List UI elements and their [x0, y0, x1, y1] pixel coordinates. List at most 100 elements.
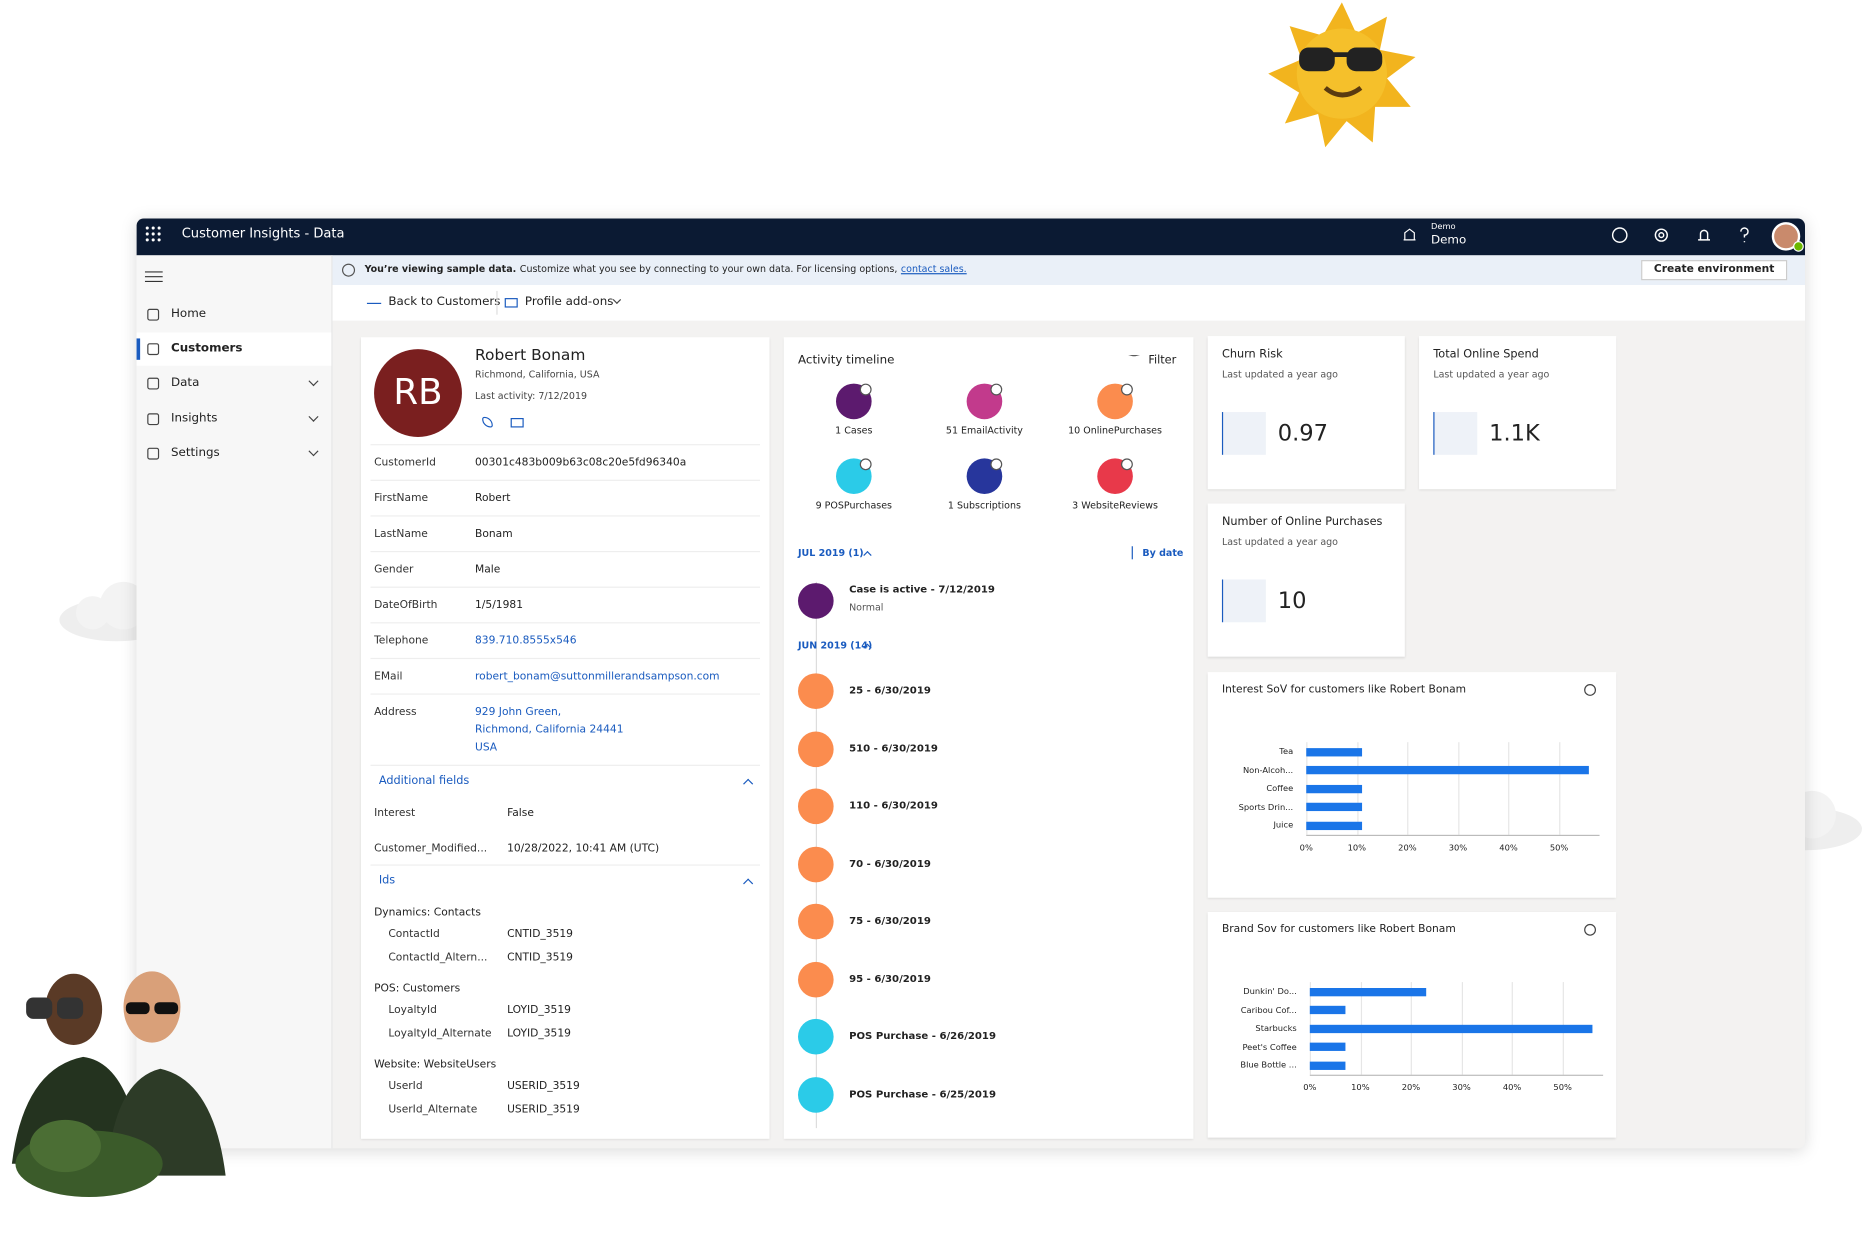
filter-icon — [1128, 355, 1140, 366]
x-tick-label: 30% — [1448, 843, 1468, 853]
timeline-group-label[interactable]: JUN 2019 (14) — [798, 640, 873, 651]
y-tick-label: Non-Alcoh... — [1242, 765, 1294, 775]
create-environment-button[interactable]: Create environment — [1641, 260, 1788, 281]
timeline-item-title: Case is active - 7/12/2019 — [849, 584, 995, 597]
field-label: Telephone — [374, 635, 429, 648]
nav-icon — [147, 343, 160, 356]
id-group: Website: WebsiteUsers — [374, 1059, 497, 1072]
chart-info-icon[interactable] — [1584, 923, 1596, 936]
banner-bold: You’re viewing sample data. — [364, 263, 517, 275]
field-label: Address — [374, 706, 417, 719]
bar — [1306, 784, 1362, 793]
field-value: Male — [475, 564, 501, 576]
y-tick-label: Caribou Cof... — [1240, 1005, 1297, 1015]
y-tick-label: Blue Bottle ... — [1240, 1060, 1297, 1070]
field-value: False — [507, 807, 534, 820]
phone-icon[interactable] — [482, 416, 493, 428]
timeline-item-title: 70 - 6/30/2019 — [849, 857, 931, 870]
timeline-item-title: 75 - 6/30/2019 — [849, 915, 931, 928]
timeline-group-label[interactable]: JUL 2019 (1) — [798, 547, 864, 559]
bar — [1306, 821, 1362, 830]
x-tick-label: 50% — [1549, 843, 1569, 853]
timeline-card — [783, 337, 1194, 1139]
bar — [1309, 1024, 1593, 1033]
timeline-item-icon — [798, 583, 834, 619]
sort-button[interactable]: By date — [1142, 547, 1184, 559]
field-divider — [370, 444, 760, 446]
section-header[interactable]: Additional fields — [378, 774, 470, 788]
kpi-icon — [1433, 412, 1478, 455]
app-title: Customer Insights - Data — [181, 225, 345, 242]
x-axis — [1309, 1074, 1604, 1076]
timeline-item-icon — [798, 788, 834, 825]
x-tick-label: 0% — [1303, 1083, 1317, 1093]
nav-item[interactable]: Data — [171, 376, 200, 390]
kpi-updated: Last updated a year ago — [1433, 369, 1550, 380]
section-divider — [370, 864, 760, 866]
field-value: USERID_3519 — [507, 1104, 580, 1117]
field-label: LoyaltyId_Alternate — [388, 1028, 492, 1041]
timeline-item-icon — [798, 730, 834, 767]
nav-icon — [147, 377, 160, 390]
nav-item[interactable]: Customers — [171, 342, 243, 356]
back-button[interactable]: Back to Customers — [388, 295, 501, 309]
hamburger-icon[interactable] — [144, 271, 164, 283]
field-value[interactable]: Richmond, California 24441 — [475, 724, 624, 737]
field-value: Robert — [475, 492, 511, 505]
app-launcher-icon[interactable] — [145, 226, 162, 243]
activity-type-label: 1 Subscriptions — [947, 499, 1021, 511]
activity-check-badge — [990, 383, 1003, 396]
activity-type-label: 51 EmailActivity — [945, 425, 1023, 436]
grid-line — [1559, 742, 1561, 835]
x-tick-label: 30% — [1452, 1083, 1471, 1093]
field-label: LoyaltyId — [388, 1004, 437, 1017]
field-value[interactable]: USA — [475, 742, 498, 755]
presence-dot — [1793, 241, 1804, 252]
timeline-item-icon — [798, 1018, 834, 1055]
timeline-item-sub: Normal — [849, 602, 884, 613]
section-divider — [370, 764, 760, 766]
field-label: CustomerId — [374, 457, 436, 470]
field-label: LastName — [374, 528, 428, 541]
field-divider — [370, 693, 760, 695]
filter-button[interactable]: Filter — [1148, 353, 1177, 367]
profile-addons[interactable]: Profile add-ons — [524, 295, 614, 309]
nav-item[interactable]: Home — [171, 307, 207, 321]
field-value: LOYID_3519 — [507, 1004, 571, 1017]
header-icons[interactable] — [1609, 224, 1757, 245]
activity-type-label: 9 POSPurchases — [815, 499, 893, 511]
x-tick-label: 10% — [1347, 843, 1367, 853]
field-value[interactable]: 929 John Green, — [475, 706, 562, 719]
kpi-value: 0.97 — [1277, 420, 1328, 447]
field-label: FirstName — [374, 492, 429, 505]
field-divider — [370, 586, 760, 588]
mail-icon[interactable] — [510, 418, 524, 428]
timeline-item-icon — [798, 961, 834, 997]
field-value[interactable]: robert_bonam@suttonmillerandsampson.com — [475, 670, 720, 683]
field-label: Gender — [374, 564, 414, 576]
addons-icon — [504, 298, 518, 308]
kpi-updated: Last updated a year ago — [1221, 369, 1338, 380]
sort-arrow — [1131, 546, 1133, 560]
banner-link[interactable]: contact sales. — [900, 263, 967, 275]
bar — [1309, 1061, 1346, 1070]
banner-message: Customize what you see by connecting to … — [519, 263, 898, 275]
toolbar — [332, 285, 1805, 321]
nav-item[interactable]: Settings — [171, 446, 220, 460]
y-tick-label: Peet's Coffee — [1242, 1042, 1297, 1052]
x-tick-label: 20% — [1401, 1083, 1421, 1093]
field-value[interactable]: 839.710.8555x546 — [475, 635, 577, 648]
grid-line — [1457, 742, 1460, 835]
field-value: LOYID_3519 — [507, 1028, 571, 1041]
agents-illustration — [11, 971, 226, 1197]
nav-item[interactable]: Insights — [171, 412, 218, 426]
id-group: POS: Customers — [374, 983, 461, 996]
nav-selected-bg — [136, 332, 332, 366]
chart-info-icon[interactable] — [1584, 684, 1596, 696]
bar — [1309, 987, 1427, 996]
field-label: ContactId — [388, 928, 440, 941]
timeline-item-icon — [798, 1076, 834, 1113]
chart-card — [1207, 672, 1617, 898]
field-value: 10/28/2022, 10:41 AM (UTC) — [507, 843, 660, 855]
section-header[interactable]: Ids — [378, 874, 396, 888]
